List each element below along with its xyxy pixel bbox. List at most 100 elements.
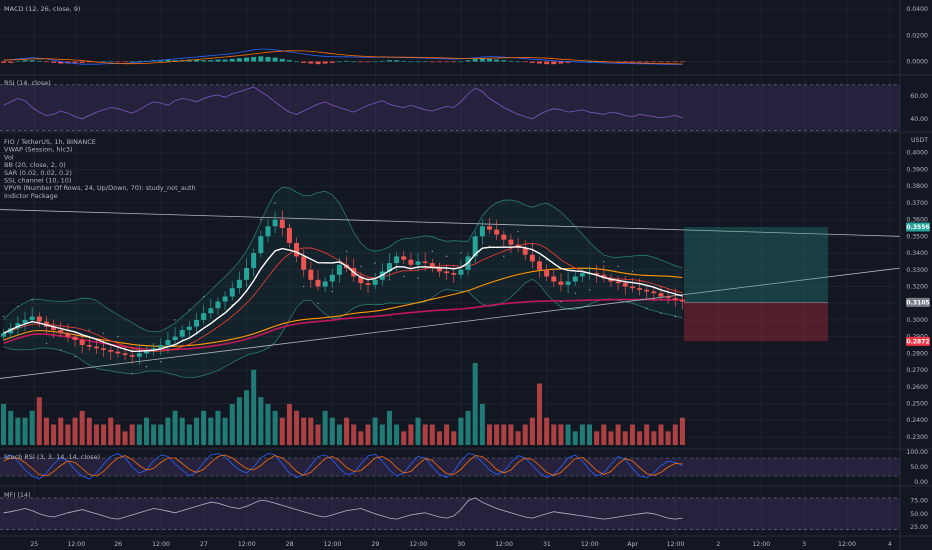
candle	[386, 253, 392, 279]
sar-dot	[274, 202, 276, 204]
candle-body	[415, 261, 421, 265]
volume-bar	[436, 431, 442, 445]
macd-histogram-bar	[251, 56, 257, 62]
candle-body	[236, 279, 242, 289]
volume-bar	[15, 417, 21, 445]
volume-bar	[58, 417, 64, 445]
volume-bar	[522, 424, 528, 445]
macd-histogram-bar	[129, 61, 135, 63]
volume-bar	[172, 410, 178, 445]
volume-bar	[558, 424, 564, 445]
price-tick-label: 0.3700	[906, 200, 928, 207]
stoch-rsi-pane[interactable]: Stoch RSI (3, 3, 14, 14, close)	[0, 453, 900, 480]
candle-body	[622, 283, 628, 287]
candle-body	[529, 254, 535, 262]
candle-body	[672, 298, 678, 300]
price-tick-label: 0.2600	[906, 384, 928, 391]
candle-body	[329, 274, 335, 282]
volume-bar	[594, 431, 600, 445]
volume-bar	[165, 417, 171, 445]
candle	[172, 327, 178, 345]
macd-histogram-bar	[122, 61, 128, 63]
macd-histogram-bar	[1, 61, 7, 63]
sar-dot	[560, 300, 562, 303]
candle	[79, 334, 85, 354]
macd-histogram-bar	[279, 58, 285, 62]
candle	[222, 290, 228, 310]
candle-body	[165, 339, 171, 346]
price-axis[interactable]: 0.4000 0.3900 0.3800 0.3700 0.3600 0.3500 0.34…	[906, 6, 930, 531]
candle-body	[565, 281, 571, 285]
candle	[565, 271, 571, 294]
volume-bar	[415, 417, 421, 445]
macd-histogram-bar	[444, 61, 450, 63]
volume-bar	[479, 404, 485, 445]
macd-histogram-bar	[394, 60, 400, 62]
macd-histogram-bar	[101, 61, 107, 63]
price-tag-label: 0.2872	[906, 338, 929, 345]
sar-dot	[617, 265, 619, 268]
candle-body	[179, 329, 185, 337]
candle-body	[665, 296, 671, 299]
volume-bar	[644, 424, 650, 445]
macd-histogram-bar	[644, 61, 650, 63]
volume-bar	[458, 417, 464, 445]
candle-body	[401, 256, 407, 260]
candle-body	[286, 227, 292, 244]
macd-histogram-bar	[415, 61, 421, 63]
price-tick-label: 0.3400	[906, 250, 928, 257]
candle-body	[244, 268, 250, 280]
candle-body	[315, 279, 321, 287]
macd-histogram-bar	[587, 61, 593, 63]
sar-dot	[331, 290, 333, 293]
volume-bar	[258, 397, 264, 445]
time-tick-label: 12:00	[67, 541, 85, 548]
candle-body	[143, 350, 149, 354]
candle	[22, 311, 28, 332]
candle-body	[637, 288, 643, 290]
candle	[201, 305, 207, 325]
trend-line	[0, 267, 901, 379]
sar-dot	[374, 262, 376, 264]
sar-dot	[102, 332, 105, 335]
candle	[65, 323, 71, 343]
macd-histogram-bar	[594, 61, 600, 63]
time-axis[interactable]: 25 12:00 26 12:00 27 12:00 28 12:00 29 12:00 30 12:…	[30, 541, 892, 548]
rsi-pane[interactable]: RSI (14, close)	[0, 79, 900, 131]
macd-tick-label: 0.0400	[906, 6, 928, 13]
candle	[408, 252, 414, 271]
macd-histogram-bar	[522, 61, 528, 63]
candle-body	[486, 226, 492, 230]
sar-dot	[317, 302, 319, 304]
candle	[637, 278, 643, 296]
volume-bar	[529, 417, 535, 445]
candle	[544, 264, 550, 281]
macd-pane[interactable]: MACD (12, 26, close, 9)	[1, 5, 685, 65]
macd-histogram-bar	[551, 61, 557, 65]
volume-bar	[122, 431, 128, 445]
candle	[151, 342, 157, 356]
sar-dot	[388, 279, 391, 281]
macd-histogram-bar	[294, 61, 300, 63]
mfi-pane[interactable]: MFI (14)	[0, 491, 900, 531]
macd-histogram-bar	[408, 61, 414, 63]
candle	[436, 262, 442, 277]
candle	[236, 271, 242, 294]
candle	[72, 332, 78, 347]
candle	[322, 277, 328, 293]
candle	[651, 285, 657, 302]
macd-histogram-bar	[272, 57, 278, 62]
candle	[279, 210, 285, 237]
volume-bar	[358, 431, 364, 445]
candle-body	[658, 293, 664, 297]
price-tick-label: 0.3200	[906, 283, 928, 290]
candle-body	[544, 269, 550, 277]
currency-label: USDT	[911, 137, 928, 144]
volume-bar	[472, 363, 478, 445]
candle	[486, 218, 492, 234]
macd-histogram-bar	[679, 61, 685, 63]
candle	[115, 346, 121, 358]
